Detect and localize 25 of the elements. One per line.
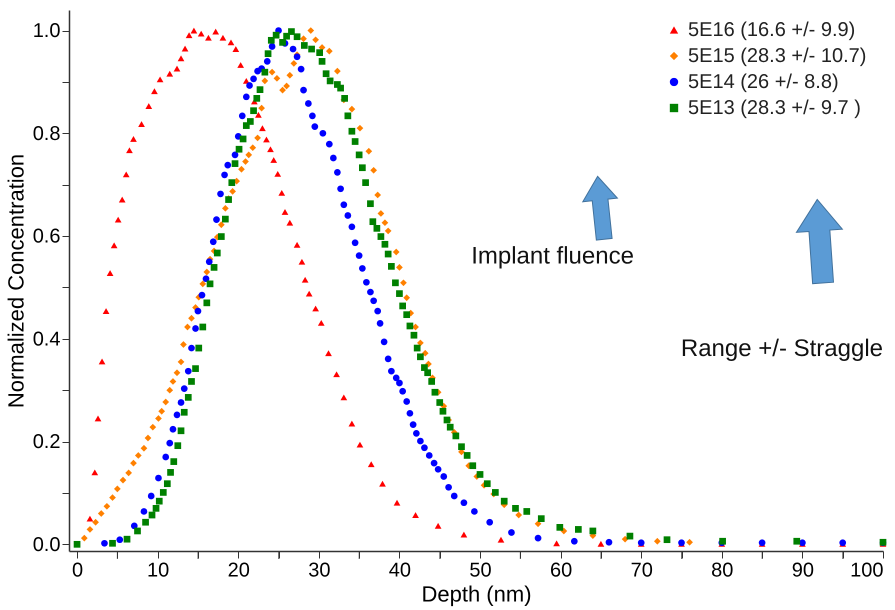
legend-label: 5E15 (28.3 +/- 10.7) [688, 45, 866, 67]
x-axis-title: Depth (nm) [421, 582, 532, 606]
legend-label: 5E14 (26 +/- 8.8) [688, 71, 839, 93]
x-tick-label: 10 [147, 560, 170, 582]
annotation: Range +/- Straggle [680, 335, 883, 362]
y-tick-label: 0.6 [32, 226, 60, 248]
x-tick-label: 70 [630, 560, 653, 582]
x-tick-label: 90 [792, 560, 814, 582]
x-tick-label: 40 [388, 560, 412, 582]
x-tick-label: 30 [308, 560, 330, 582]
x-tick-label: 80 [711, 560, 734, 582]
x-tick-label: 50 [469, 560, 492, 582]
y-tick-label: 0.8 [32, 122, 60, 145]
y-tick-label: 1.0 [32, 20, 60, 42]
y-tick-label: 0.4 [32, 328, 60, 350]
y-tick-label: 0.2 [32, 431, 60, 454]
x-tick-label: 60 [550, 560, 572, 582]
legend-label: 5E16 (16.6 +/- 9.9) [688, 19, 856, 41]
y-tick-label: 0.0 [32, 534, 60, 556]
annotation: Implant fluence [471, 242, 634, 270]
legend-label: 5E13 (28.3 +/- 9.7 ) [688, 97, 861, 119]
x-tick-label: 0 [72, 560, 84, 582]
y-axis-title: Normalized Concentration [4, 154, 29, 408]
x-tick-label: 100 [850, 560, 884, 582]
x-tick-label: 20 [228, 560, 250, 582]
